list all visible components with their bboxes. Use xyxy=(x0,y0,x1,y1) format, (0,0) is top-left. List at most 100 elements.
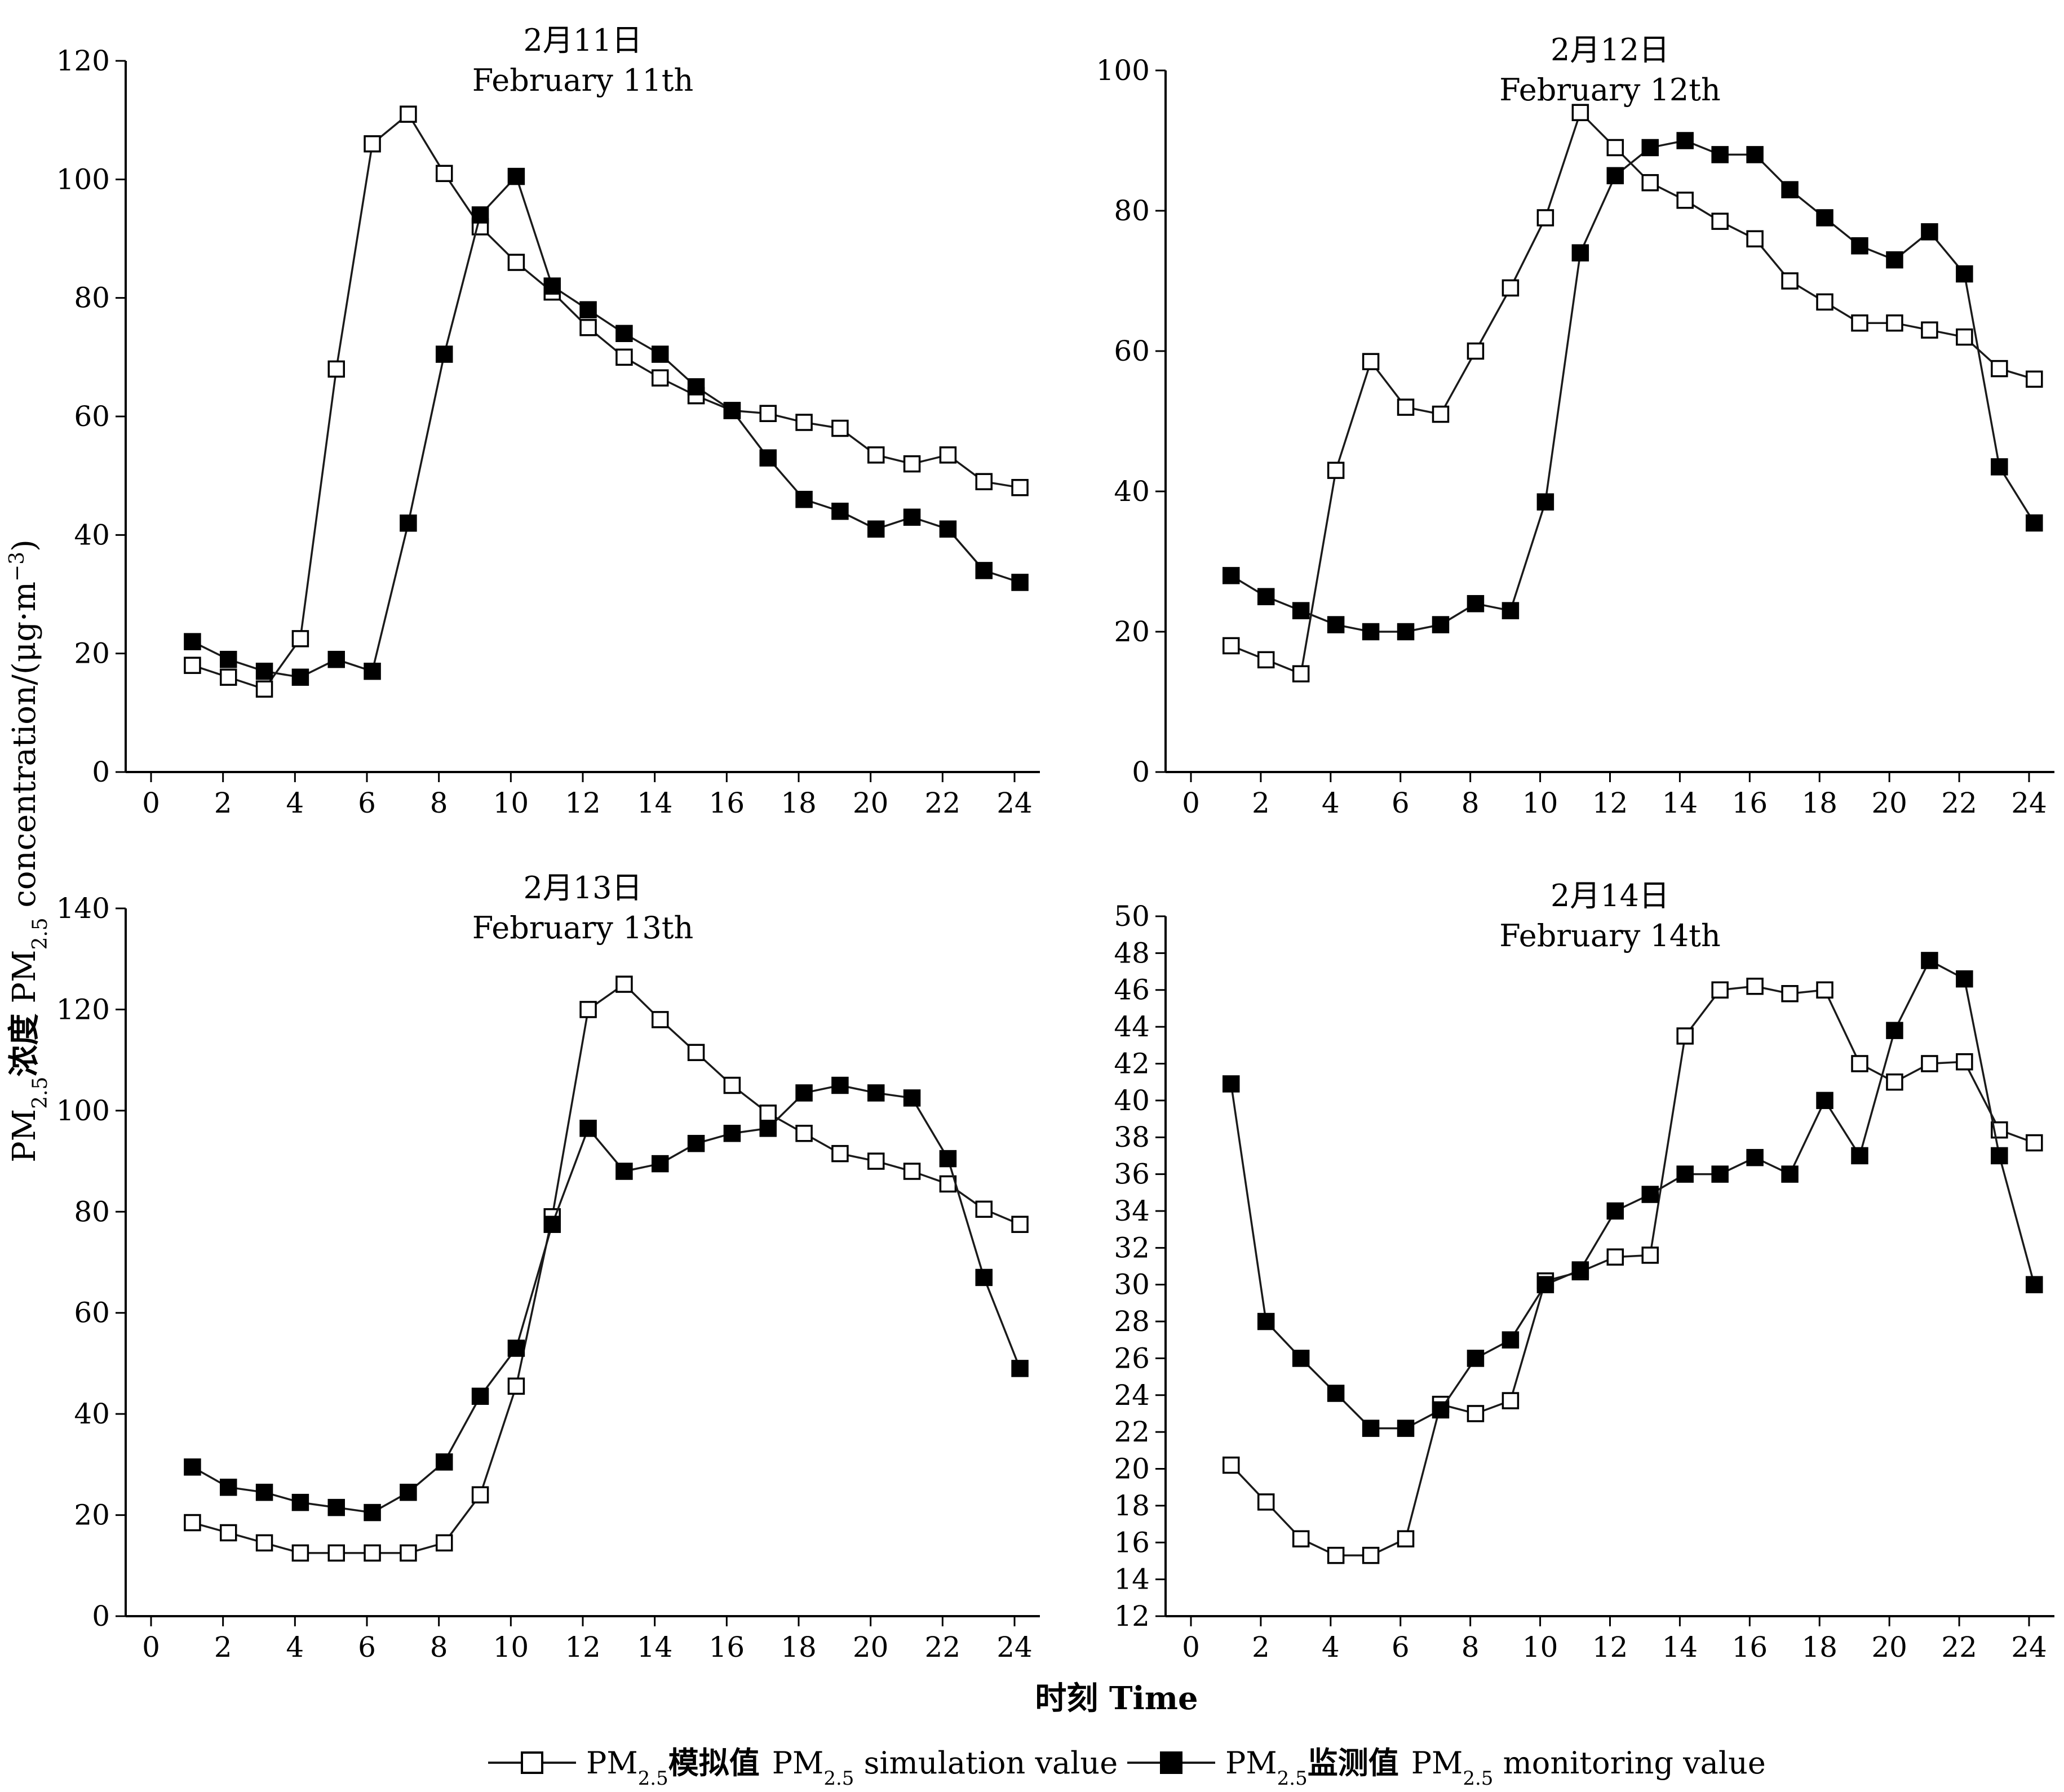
data-point-monitoring xyxy=(1362,623,1380,641)
data-point-simulation xyxy=(400,105,417,123)
data-point-simulation xyxy=(1886,314,1903,332)
data-point-simulation xyxy=(1676,192,1694,209)
data-point-simulation xyxy=(1257,651,1275,669)
data-point-simulation xyxy=(1011,478,1029,496)
data-point-simulation xyxy=(1362,353,1380,370)
data-point-simulation xyxy=(1781,272,1799,290)
data-point-simulation xyxy=(1816,981,1833,999)
data-point-simulation xyxy=(1851,1055,1868,1072)
x-tick-label: 22 xyxy=(925,787,961,819)
y-tick-label: 80 xyxy=(74,1195,110,1228)
data-point-simulation xyxy=(507,1377,525,1395)
x-tick-label: 20 xyxy=(853,787,889,819)
series-line-simulation xyxy=(1230,110,2035,676)
x-tick-label: 18 xyxy=(1801,787,1837,819)
data-point-monitoring xyxy=(1606,1202,1624,1220)
panel-title-en: February 14th xyxy=(1499,918,1721,953)
data-point-monitoring xyxy=(400,514,417,532)
panel-title-en: February 12th xyxy=(1499,72,1721,108)
x-tick-label: 16 xyxy=(1732,787,1768,819)
y-tick-label: 60 xyxy=(1114,335,1150,367)
data-point-monitoring xyxy=(1991,1147,2008,1165)
y-tick-label: 40 xyxy=(1114,1084,1150,1117)
data-point-simulation xyxy=(867,1152,885,1170)
x-tick-label: 10 xyxy=(1522,1631,1558,1664)
data-point-monitoring xyxy=(687,378,705,396)
x-tick-label: 24 xyxy=(996,1631,1033,1664)
y-tick-label: 22 xyxy=(1114,1416,1150,1448)
data-point-simulation xyxy=(579,319,597,336)
data-point-monitoring xyxy=(1641,139,1659,157)
x-tick-label: 0 xyxy=(142,787,160,819)
x-tick-label: 8 xyxy=(430,1631,448,1664)
y-tick-label: 18 xyxy=(1114,1489,1150,1522)
y-tick-label: 46 xyxy=(1114,974,1150,1006)
y-tick-label: 44 xyxy=(1114,1010,1150,1043)
x-tick-label: 0 xyxy=(1182,787,1200,819)
data-point-simulation xyxy=(1397,398,1415,416)
data-point-simulation xyxy=(1362,1546,1380,1564)
x-tick-label: 10 xyxy=(1522,787,1558,819)
data-point-monitoring xyxy=(255,662,273,680)
panel-title-cn: 2月13日 xyxy=(523,870,642,906)
y-tick-label: 0 xyxy=(92,1600,110,1633)
legend-item-simulation: PM2.5模拟值 PM2.5 simulation value xyxy=(488,1745,1118,1790)
legend-marker-simulation xyxy=(521,1751,543,1774)
data-point-monitoring xyxy=(1223,567,1240,584)
data-point-monitoring xyxy=(1257,1312,1275,1330)
data-point-simulation xyxy=(1641,1247,1659,1264)
data-point-monitoring xyxy=(831,503,849,520)
data-point-monitoring xyxy=(1816,1092,1833,1110)
data-point-simulation xyxy=(507,254,525,271)
y-tick-label: 12 xyxy=(1114,1600,1150,1633)
data-point-simulation xyxy=(435,1534,453,1552)
data-point-monitoring xyxy=(1991,458,2008,476)
data-point-simulation xyxy=(291,1544,309,1562)
x-tick-label: 6 xyxy=(358,787,376,819)
data-point-monitoring xyxy=(1536,493,1554,511)
data-point-monitoring xyxy=(1746,146,1764,163)
data-point-monitoring xyxy=(1781,181,1799,198)
x-tick-label: 2 xyxy=(1252,787,1270,819)
data-point-monitoring xyxy=(1851,237,1868,255)
panel-title-cn: 2月11日 xyxy=(523,23,642,58)
data-point-monitoring xyxy=(1921,952,1938,969)
y-tick-label: 120 xyxy=(56,993,110,1026)
x-tick-label: 18 xyxy=(781,787,817,819)
data-point-monitoring xyxy=(1746,1148,1764,1166)
x-tick-label: 12 xyxy=(1592,1631,1628,1664)
data-point-monitoring xyxy=(1606,167,1624,184)
chart-panel-4: 1214161820222426283032343638404244464850… xyxy=(1114,878,2054,1664)
x-tick-label: 6 xyxy=(1392,787,1410,819)
legend-label-simulation: PM2.5模拟值 PM2.5 simulation value xyxy=(586,1745,1118,1790)
data-point-simulation xyxy=(1606,139,1624,157)
data-point-simulation xyxy=(219,668,237,686)
data-point-simulation xyxy=(1991,360,2008,378)
x-tick-label: 14 xyxy=(1662,787,1698,819)
data-point-simulation xyxy=(759,405,777,422)
data-point-monitoring xyxy=(1676,132,1694,149)
data-point-monitoring xyxy=(507,1339,525,1357)
y-tick-label: 40 xyxy=(74,1398,110,1430)
data-point-monitoring xyxy=(939,1150,957,1168)
x-tick-label: 24 xyxy=(996,787,1033,819)
data-point-monitoring xyxy=(1886,251,1903,269)
y-tick-label: 0 xyxy=(1132,756,1150,788)
data-point-simulation xyxy=(219,1524,237,1542)
data-point-simulation xyxy=(255,1534,273,1552)
data-point-simulation xyxy=(1467,1405,1485,1422)
x-tick-label: 0 xyxy=(1182,1631,1200,1664)
x-tick-label: 20 xyxy=(853,1631,889,1664)
y-tick-label: 60 xyxy=(74,1297,110,1329)
data-point-monitoring xyxy=(615,325,633,343)
data-point-monitoring xyxy=(759,1120,777,1137)
y-tick-label: 20 xyxy=(1114,1453,1150,1485)
y-tick-label: 38 xyxy=(1114,1121,1150,1154)
y-tick-label: 0 xyxy=(92,756,110,788)
data-point-monitoring xyxy=(471,1387,489,1405)
y-tick-label: 26 xyxy=(1114,1342,1150,1374)
series-line-simulation xyxy=(1230,985,2035,1556)
y-tick-label: 80 xyxy=(1114,194,1150,227)
data-point-monitoring xyxy=(2026,1276,2043,1293)
